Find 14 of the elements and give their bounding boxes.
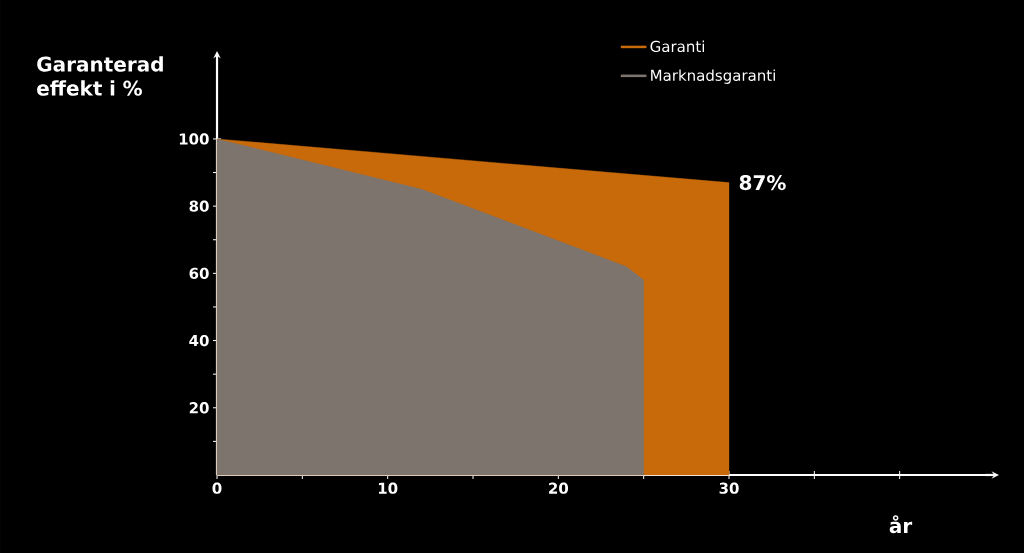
- y-tick-label: 100: [179, 133, 209, 145]
- legend-label: Marknadsgaranti: [651, 69, 775, 84]
- y-axis-title: Garanterad effekt i %: [37, 56, 163, 96]
- x-tick-label: 0: [212, 482, 222, 494]
- y-tick-label: 20: [189, 402, 209, 414]
- legend-label: Garanti: [650, 40, 704, 53]
- x-tick-label: 10: [378, 482, 398, 494]
- x-axis-title: år: [889, 515, 913, 534]
- y-tick-label: 80: [189, 200, 209, 212]
- x-tick-label: 20: [549, 482, 569, 494]
- y-tick-label: 60: [189, 267, 209, 280]
- annotation: 87%: [739, 175, 786, 191]
- x-tick-label: 30: [719, 482, 739, 494]
- y-tick-label: 40: [189, 334, 209, 347]
